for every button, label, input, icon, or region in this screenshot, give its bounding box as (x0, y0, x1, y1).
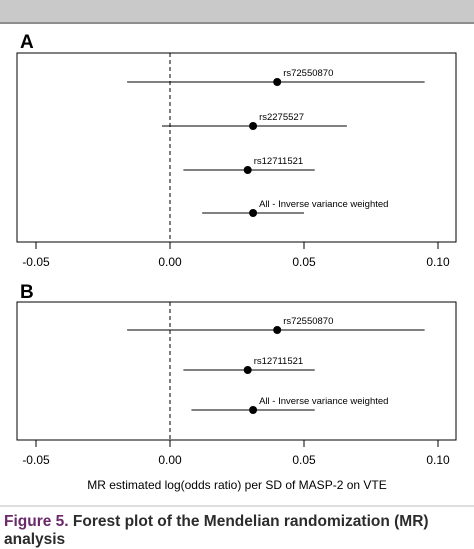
panel-b-row-label: All - Inverse variance weighted (259, 396, 388, 407)
panel-a-x-tick-label: 0.10 (426, 255, 450, 269)
panel-b-row-label: rs12711521 (254, 356, 303, 367)
panel-a-point-estimate (243, 166, 252, 174)
panel-b-point-estimate (249, 406, 258, 414)
top-bar-rule (0, 22, 474, 24)
panel-a-row-label: rs12711521 (254, 156, 303, 167)
panel-b-point-estimate (243, 366, 252, 374)
panel-b-x-tick-label: 0.10 (426, 453, 450, 467)
panel-a-x-tick-label: -0.05 (22, 255, 50, 269)
panel-b-point-estimate (273, 326, 282, 334)
panel-a-point-estimate (249, 209, 258, 217)
panel-b-label: B (20, 282, 34, 303)
caption-prefix: Figure 5. (4, 513, 69, 530)
panel-a-point-estimate (273, 78, 282, 86)
panel-a-x-tick-label: 0.00 (158, 255, 182, 269)
panel-a-label: A (20, 32, 34, 53)
panel-b-row-label: rs72550870 (283, 316, 333, 327)
panel-b-frame (16, 301, 457, 441)
panel-a-row-label: All - Inverse variance weighted (259, 199, 388, 210)
panel-b-x-tick-label: 0.05 (292, 453, 316, 467)
caption-line-2: analysis (4, 531, 66, 548)
panel-b-x-axis-title: MR estimated log(odds ratio) per SD of M… (87, 478, 386, 492)
figure-caption: Figure 5. Forest plot of the Mendelian r… (4, 512, 474, 531)
panel-a-row-label: rs72550870 (283, 68, 333, 79)
panel-b-x-tick-label: 0.00 (158, 453, 182, 467)
caption-text: Forest plot of the Mendelian randomizati… (68, 513, 429, 530)
panel-b-x-tick-label: -0.05 (22, 453, 50, 467)
panel-a-x-tick-label: 0.05 (292, 255, 316, 269)
panel-a-frame (16, 52, 457, 243)
top-bar (0, 0, 474, 22)
panel-a-point-estimate (249, 122, 258, 130)
panel-a-row-label: rs2275527 (259, 112, 304, 123)
